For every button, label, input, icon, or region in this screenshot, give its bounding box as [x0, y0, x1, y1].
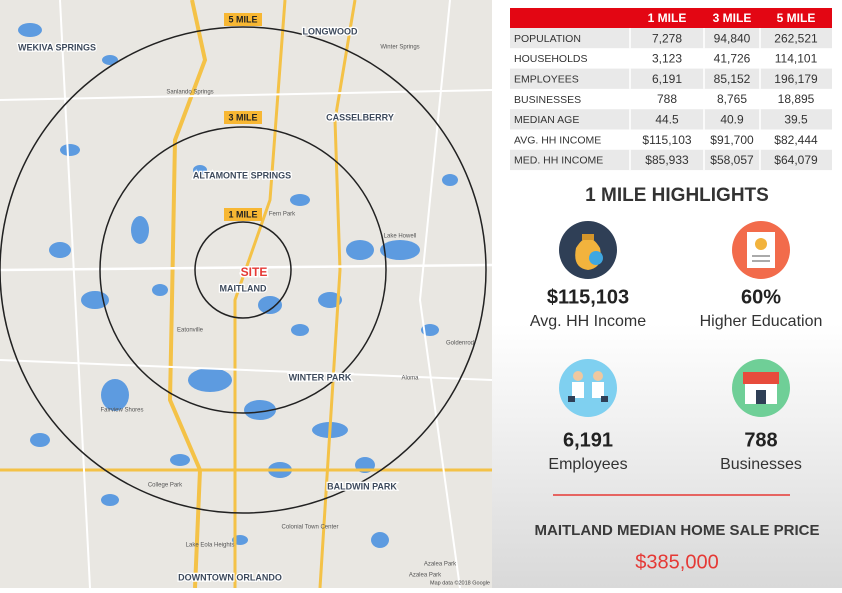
table-cell: 94,840	[714, 31, 751, 45]
place-label: WINTER PARK	[289, 372, 352, 382]
place-label: BALDWIN PARK	[327, 481, 397, 491]
table-row	[510, 48, 832, 69]
minor-label: Azalea Park	[409, 573, 442, 579]
radius-rings	[0, 26, 487, 514]
table-cell: 6,191	[652, 72, 682, 86]
ring-label: 3 MILE	[228, 112, 257, 122]
highlight-label: Businesses	[720, 456, 802, 473]
column-header: 1 MILE	[648, 11, 687, 25]
column-header: 3 MILE	[713, 11, 752, 25]
table-cell: 196,179	[774, 72, 818, 86]
table-cell: 114,101	[775, 52, 818, 66]
table-cell: $58,057	[710, 153, 754, 167]
lakes	[18, 23, 458, 548]
highlights-title: 1 MILE HIGHLIGHTS	[585, 185, 769, 206]
ring-label: 5 MILE	[228, 14, 257, 24]
highlight-value: 6,191	[563, 429, 613, 451]
highlight-label: Avg. HH Income	[530, 313, 646, 330]
table-cell: 39.5	[784, 113, 808, 127]
table-cell: 18,895	[778, 92, 815, 106]
header-row	[510, 8, 832, 28]
place-label: WEKIVA SPRINGS	[18, 42, 96, 52]
highlights: $115,103 Avg. HH Income 60% Higher Educatio…	[530, 286, 822, 473]
highlight-value: 60%	[741, 286, 781, 308]
minor-label: Sanlando Springs	[166, 90, 213, 96]
highlight-value: $115,103	[547, 286, 629, 308]
row-label: BUSINESSES	[514, 94, 581, 106]
table-cell: $91,700	[710, 133, 754, 147]
minor-label: Fairview Shores	[100, 408, 143, 414]
table-row	[510, 88, 832, 110]
row-label: EMPLOYEES	[514, 74, 579, 86]
ring-tag	[224, 208, 262, 221]
icon-education	[732, 221, 790, 279]
place-label: CASSELBERRY	[326, 112, 394, 122]
ring-tag	[224, 13, 262, 26]
icon-employees	[559, 359, 617, 417]
minor-label: Eatonville	[177, 328, 204, 334]
table-cell: 85,152	[714, 72, 751, 86]
icon-income	[559, 221, 617, 279]
price-value: $385,000	[635, 551, 718, 573]
highlight-value: 788	[744, 429, 777, 451]
price-title: MAITLAND MEDIAN HOME SALE PRICE	[535, 522, 820, 539]
place-label: LONGWOOD	[303, 26, 358, 36]
table-cell: 41,726	[714, 52, 751, 66]
ring-tag	[224, 111, 262, 124]
roads	[0, 0, 493, 589]
highlight-label: Employees	[548, 456, 627, 473]
table-cell: 262,521	[774, 31, 818, 45]
minor-label: Goldenrod	[446, 341, 474, 347]
table-cell: 40.9	[720, 113, 744, 127]
column-header: 5 MILE	[777, 11, 816, 25]
table-cell: 8,765	[717, 92, 747, 106]
row-label: AVG. HH INCOME	[514, 134, 601, 146]
site-label: SITE	[241, 265, 268, 279]
table-row	[510, 68, 832, 89]
table-cell: 7,278	[652, 31, 682, 45]
table-row	[510, 28, 832, 49]
place-label: DOWNTOWN ORLANDO	[178, 572, 282, 582]
place-label: MAITLAND	[220, 283, 267, 293]
table-cell: 3,123	[652, 52, 682, 66]
minor-label: Aloma	[401, 376, 419, 382]
table-row	[510, 149, 832, 171]
table-cell: $82,444	[774, 133, 818, 147]
row-label: MED. HH INCOME	[514, 155, 603, 167]
table-cell: 44.5	[655, 113, 679, 127]
table-row	[510, 129, 832, 150]
minor-label: Lake Howell	[384, 234, 417, 240]
minor-label: Azalea Park	[424, 562, 457, 568]
stats-table: 1 MILE 3 MILE 5 MILE POPULATION 7,278 94,840 2…	[510, 8, 832, 171]
row-label: HOUSEHOLDS	[514, 53, 588, 65]
row-label: MEDIAN AGE	[514, 114, 579, 126]
table-cell: $115,103	[642, 133, 691, 147]
map: 5 MILE 3 MILE 1 MILE SITE WEKIVA SPRINGS…	[0, 0, 493, 589]
minor-label: Winter Springs	[380, 45, 419, 51]
row-label: POPULATION	[514, 33, 581, 45]
attribution: Map data ©2018 Google	[430, 579, 490, 586]
icon-businesses	[732, 359, 790, 417]
minor-label: Colonial Town Center	[282, 525, 339, 531]
minor-label: Fern Park	[269, 212, 296, 218]
minor-label: College Park	[148, 483, 183, 489]
ring-label: 1 MILE	[228, 209, 257, 219]
table-cell: 788	[657, 92, 677, 106]
table-row	[510, 109, 832, 130]
table-cell: $85,933	[645, 153, 689, 167]
highlight-label: Higher Education	[700, 313, 823, 330]
minor-label: Lake Eola Heights	[186, 543, 235, 549]
place-label: ALTAMONTE SPRINGS	[193, 170, 291, 180]
table-cell: $64,079	[774, 153, 818, 167]
